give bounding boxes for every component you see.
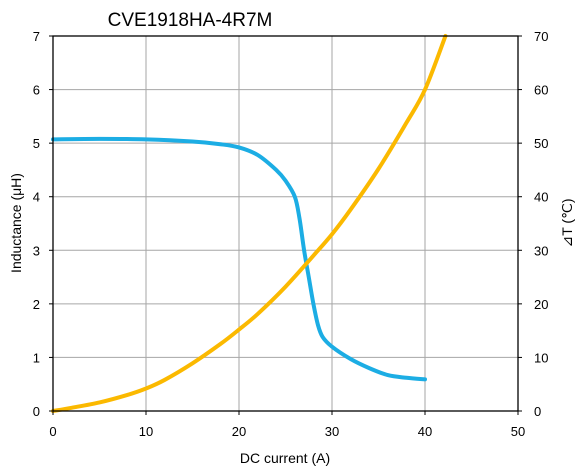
y-tick-label: 4 bbox=[33, 190, 40, 205]
temperature-rise-line bbox=[51, 34, 448, 413]
plot-frame bbox=[52, 35, 519, 412]
x-tick-label: 50 bbox=[511, 424, 525, 439]
y2-tick-label: 0 bbox=[534, 404, 541, 419]
x-tick-label: 10 bbox=[139, 424, 153, 439]
y2-tick-label: 10 bbox=[534, 350, 548, 365]
y2-tick-label: 50 bbox=[534, 136, 548, 151]
series-lines bbox=[51, 34, 448, 413]
y2-tick-label: 70 bbox=[534, 29, 548, 44]
grid-lines bbox=[52, 35, 519, 412]
y2-tick-label: 60 bbox=[534, 83, 548, 98]
y2-tick-label: 40 bbox=[534, 190, 548, 205]
y2-axis-label: ⊿T (℃) bbox=[559, 199, 575, 248]
y-tick-label: 0 bbox=[33, 404, 40, 419]
y2-tick-label: 30 bbox=[534, 243, 548, 258]
x-tick-label: 20 bbox=[232, 424, 246, 439]
y-tick-label: 2 bbox=[33, 297, 40, 312]
x-axis-label: DC current (A) bbox=[240, 450, 330, 466]
y-tick-label: 5 bbox=[33, 136, 40, 151]
y-tick-label: 6 bbox=[33, 83, 40, 98]
x-tick-label: 40 bbox=[418, 424, 432, 439]
y-tick-label: 1 bbox=[33, 350, 40, 365]
x-tick-label: 0 bbox=[49, 424, 56, 439]
y-tick-label: 7 bbox=[33, 29, 40, 44]
y-tick-label: 3 bbox=[33, 243, 40, 258]
chart-title: CVE1918HA-4R7M bbox=[108, 10, 273, 31]
inductance-line bbox=[51, 136, 427, 382]
x-tick-label: 30 bbox=[325, 424, 339, 439]
y-axis-label: Inductance (μH) bbox=[8, 173, 24, 273]
y2-tick-label: 20 bbox=[534, 297, 548, 312]
